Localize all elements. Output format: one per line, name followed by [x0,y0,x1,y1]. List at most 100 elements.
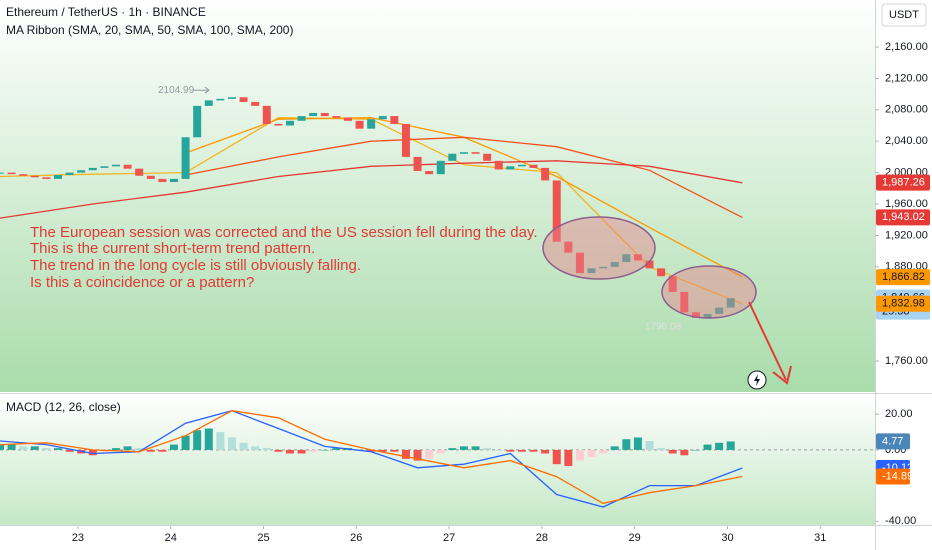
histogram-bar [622,439,631,450]
histogram-bar [610,446,619,450]
candle [0,172,4,174]
currency-box[interactable] [881,3,927,27]
symbol-title: Ethereum / TetherUS · 1h · BINANCE [6,5,206,19]
histogram-bar [320,449,329,451]
x-tick-label: 31 [814,532,826,544]
x-tick-label: 25 [257,532,269,544]
histogram-bar [691,449,700,451]
histogram-bar [7,444,16,450]
candle [135,168,144,176]
candle [65,172,74,175]
lightning [754,374,760,386]
histogram-bar [239,442,248,450]
candle [204,100,213,106]
candle [610,262,619,267]
candle [378,116,387,120]
histogram-bar [413,449,422,461]
histogram-bar [703,444,712,450]
candle [111,164,120,167]
candle [239,97,248,102]
note-line: Is this a coincidence or a pattern? [30,274,254,291]
histogram-bar [262,448,271,450]
histogram-bar [506,449,515,452]
trend-arrow [748,301,787,381]
candle [436,160,445,175]
candle [181,137,190,179]
candle [77,170,86,173]
candle [297,116,306,121]
highlight-ellipse [542,216,656,280]
histogram-bar [181,435,190,450]
low-label: 1796.08 [645,321,682,332]
histogram-bar [680,449,689,456]
histogram-bar [111,448,120,450]
macd-pane [0,395,875,525]
price-tag [876,295,930,312]
histogram-bar [436,449,445,454]
candle [7,172,16,175]
candle [599,266,608,269]
histogram-bar [123,446,132,450]
candle [529,164,538,168]
histogram-bar [401,449,410,459]
macd-line [0,410,743,505]
y-tick-label: 1,920.00 [885,229,928,241]
histogram-bar [425,449,434,459]
candle [587,268,596,274]
candle [343,117,352,121]
candle [541,167,550,181]
candle [471,152,480,154]
candle [227,97,236,99]
price-tag-label: 1,866.82 [882,271,925,283]
histogram-bar [367,449,376,452]
value-tag [876,468,910,485]
candle [169,178,178,183]
note-line: The trend in the long cycle is still obv… [30,257,361,274]
candle [274,123,283,126]
price-pane [0,0,875,392]
candle [309,112,318,117]
x-tick-label: 29 [629,532,641,544]
candle [413,156,422,172]
candle [691,312,700,318]
price-tag-label: 1,943.02 [882,211,925,223]
y-tick-label: 2,080.00 [885,104,928,116]
candle [425,171,434,175]
value-tag-label: 4.77 [882,435,903,447]
candle [494,160,503,170]
high-label: 2104.99 [158,85,195,96]
candle [459,152,468,154]
histogram-bar [297,449,306,454]
indicator-title: MA Ribbon (SMA, 20, SMA, 50, SMA, 100, S… [6,23,293,37]
candle [19,174,28,176]
histogram-bar [390,449,399,452]
y-tick-label: 2,040.00 [885,135,928,147]
value-tag-label: -14.89 [882,470,913,482]
histogram-bar [575,449,584,461]
histogram-bar [645,441,654,450]
candle [645,260,654,269]
x-tick-label: 26 [350,532,362,544]
candle [680,291,689,313]
histogram-bar [529,449,538,452]
histogram-bar [552,449,561,465]
histogram-bar [169,444,178,450]
histogram-bar [274,449,283,452]
histogram-bar [285,449,294,454]
histogram-bar [19,446,28,450]
ma-line [0,117,743,305]
histogram-bar [599,449,608,454]
histogram-bar [657,448,666,450]
plot-layer: 2104.99 1796.08 [0,85,875,508]
candle [564,241,573,253]
histogram-bar [53,448,62,450]
histogram-bar [633,437,642,450]
histogram-bar [158,449,167,452]
x-tick-label: 27 [443,532,455,544]
candle [320,112,329,117]
histogram-bar [135,448,144,450]
candle [506,166,515,170]
candle [390,116,399,124]
candle [668,276,677,292]
candle [285,120,294,126]
